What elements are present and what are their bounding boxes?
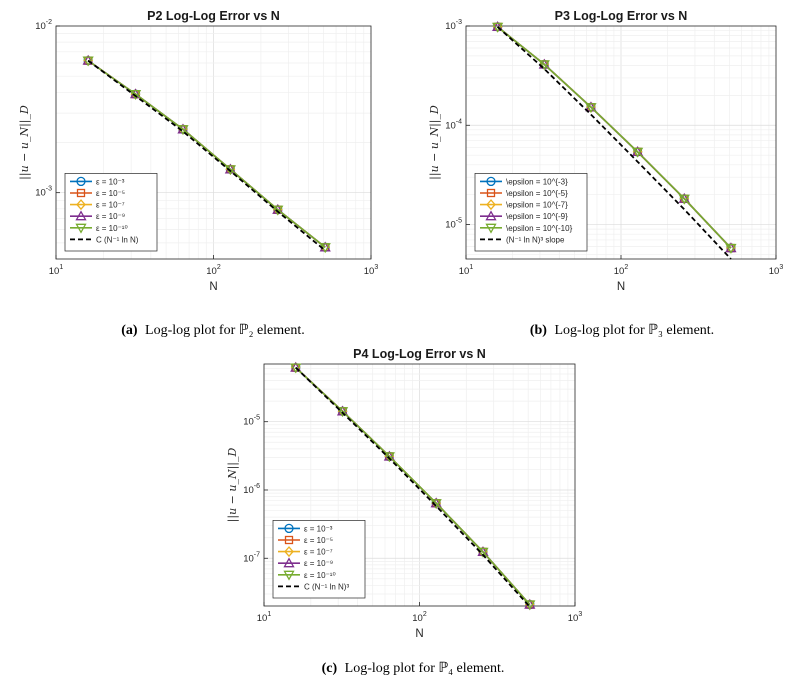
caption-a: (a) Log-log plot for ℙ₂ element. — [121, 323, 305, 338]
y-axis-label: ||u − u_N||_D — [428, 105, 442, 180]
legend-label: \epsilon = 10^{-7} — [506, 201, 568, 210]
x-tick-label: 102 — [412, 611, 427, 624]
series-line-4 — [295, 367, 531, 606]
caption-b: (b) Log-log plot for ℙ₃ element. — [530, 323, 714, 338]
series-point — [336, 407, 349, 418]
series-point — [538, 60, 550, 71]
series-group — [82, 54, 331, 254]
series-point — [383, 452, 395, 463]
series-group — [492, 21, 737, 260]
caption-a-text: Log-log plot for ℙ₂ element. — [145, 323, 305, 338]
y-tick-label: 10-5 — [243, 415, 260, 428]
legend-label: ε = 10⁻⁵ — [304, 536, 333, 545]
series-line-4 — [497, 26, 732, 249]
y-tick-label: 10-3 — [445, 19, 462, 32]
legend-marker — [283, 570, 295, 581]
series-line-5 — [295, 366, 531, 608]
series-point — [272, 205, 284, 216]
legend-label: ε = 10⁻⁹ — [304, 559, 333, 568]
legend: \epsilon = 10^{-3} \epsilon = 10^{-5} \eps… — [474, 173, 588, 252]
x-tick-label: 103 — [568, 611, 583, 624]
y-tick-label: 10-6 — [243, 483, 260, 496]
series-line-4 — [87, 59, 326, 248]
legend-label: ε = 10⁻¹⁰ — [304, 571, 336, 580]
caption-c: (c) Log-log plot for ℙ₄ element. — [322, 661, 505, 676]
grid — [263, 364, 575, 607]
legend-label: ε = 10⁻³ — [304, 524, 333, 533]
series-point — [725, 243, 737, 254]
legend-marker — [485, 223, 497, 234]
legend-label: (N⁻¹ ln N)³ slope — [506, 235, 565, 244]
legend-marker — [283, 557, 295, 568]
series-point — [632, 147, 644, 158]
legend-label: \epsilon = 10^{-9} — [506, 212, 568, 221]
caption-a-tag: (a) — [121, 323, 138, 338]
legend-label: \epsilon = 10^{-3} — [506, 177, 568, 186]
series-point — [290, 363, 302, 374]
chart-title: P4 Log-Log Error vs N — [353, 347, 486, 361]
chart-title: P2 Log-Log Error vs N — [147, 9, 280, 23]
legend-marker — [76, 199, 86, 211]
legend-marker — [75, 210, 87, 221]
series-group — [290, 361, 536, 611]
x-tick-label: 103 — [769, 264, 784, 277]
y-tick-label: 10-7 — [243, 551, 260, 564]
legend-label: ε = 10⁻³ — [96, 177, 125, 186]
chart-p4: 101 102 103 10-7 10-6 10-5 P4 Log-Log Error vs… — [226, 347, 582, 640]
y-tick-label: 10-2 — [35, 19, 52, 32]
series-point — [82, 56, 94, 67]
x-tick-label: 103 — [364, 264, 379, 277]
legend-marker — [486, 199, 496, 211]
series-point — [585, 103, 597, 114]
x-tick-label: 101 — [459, 264, 474, 277]
series-point — [492, 22, 504, 33]
y-axis-label: ||u − u_N||_D — [226, 448, 240, 523]
legend-marker — [76, 176, 86, 187]
caption-b-tag: (b) — [530, 323, 547, 338]
series-point — [678, 194, 690, 205]
legend-label: \epsilon = 10^{-10} — [506, 224, 573, 233]
x-axis-label: N — [209, 281, 217, 293]
series-line-5 — [87, 59, 326, 252]
x-tick-label: 101 — [257, 611, 272, 624]
legend-marker — [284, 523, 294, 534]
caption-c-text: Log-log plot for ℙ₄ element. — [345, 661, 505, 676]
y-tick-label: 10-5 — [445, 218, 462, 231]
legend-label: ε = 10⁻⁵ — [96, 189, 125, 198]
x-tick-label: 101 — [49, 264, 64, 277]
legend-marker — [284, 535, 294, 545]
series-point — [477, 547, 489, 558]
y-tick-label: 10-4 — [445, 118, 462, 131]
legend-marker — [486, 188, 496, 198]
legend-box — [474, 173, 588, 252]
legend: ε = 10⁻³ ε = 10⁻⁵ ε = 10⁻⁷ ε = 10⁻⁹ ε = 10⁻¹… — [64, 173, 158, 252]
legend: ε = 10⁻³ ε = 10⁻⁵ ε = 10⁻⁷ ε = 10⁻⁹ ε = 10⁻¹… — [272, 520, 366, 599]
y-axis-label: ||u − u_N||_D — [18, 105, 32, 180]
series-line-5 — [496, 26, 732, 260]
caption-b-text: Log-log plot for ℙ₃ element. — [554, 323, 714, 338]
legend-label: ε = 10⁻⁹ — [96, 212, 125, 221]
chart-title: P3 Log-Log Error vs N — [555, 9, 688, 23]
x-axis-label: N — [415, 628, 423, 640]
chart-p3: 101 102 103 10-5 10-4 10-3 P3 Log-Log Error vs… — [428, 9, 783, 293]
legend-label: C (N⁻¹ ln N)³ — [304, 582, 349, 591]
legend-marker — [284, 546, 294, 558]
legend-label: ε = 10⁻⁷ — [96, 201, 125, 210]
legend-label: ε = 10⁻¹⁰ — [96, 224, 128, 233]
x-axis-label: N — [617, 281, 625, 293]
legend-label: \epsilon = 10^{-5} — [506, 189, 568, 198]
legend-label: ε = 10⁻⁷ — [304, 548, 333, 557]
chart-p2: 101 102 103 10-3 10-2 P2 Log-Log Error vs N N |… — [18, 9, 378, 293]
legend-marker — [75, 223, 87, 234]
legend-marker — [76, 188, 86, 198]
x-tick-label: 102 — [614, 264, 629, 277]
legend-label: C (N⁻¹ ln N) — [96, 235, 139, 244]
caption-c-tag: (c) — [322, 661, 338, 676]
y-tick-label: 10-3 — [35, 186, 52, 199]
legend-marker — [486, 176, 496, 187]
legend-marker — [485, 210, 497, 221]
x-tick-label: 102 — [206, 264, 221, 277]
